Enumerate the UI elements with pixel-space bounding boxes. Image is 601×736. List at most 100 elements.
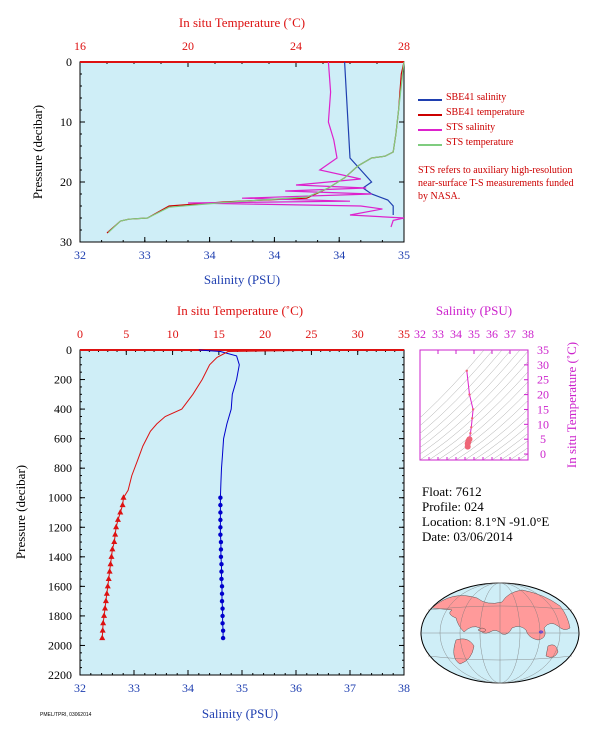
y2-axis-label: In situ Temperature (˚C) (564, 342, 579, 468)
density-contour (464, 408, 528, 460)
near-surface-chart: In situ Temperature (˚C) Salinity (PSU) … (30, 15, 410, 287)
x2-tick-label: 20 (259, 327, 271, 341)
x2-tick-label: 5 (123, 327, 129, 341)
y-axis-label: Pressure (decibar) (13, 465, 28, 559)
density-contour (420, 350, 521, 448)
salinity-point (218, 502, 223, 508)
temperature-point (106, 568, 113, 574)
salinity-point (219, 584, 225, 589)
x2-tick-label: 28 (398, 39, 410, 53)
axes: 32 33 34 35 36 37 38 0 5 10 15 20 25 30 35 0 200 400 600 80… (48, 327, 410, 695)
salinity-point (218, 532, 223, 537)
y-tick-label: 600 (54, 432, 72, 446)
density-contour (446, 390, 528, 460)
temperature-point (119, 501, 126, 508)
x2-axis-label: Salinity (PSU) (436, 303, 512, 318)
x-tick-label: 35 (398, 248, 410, 262)
x2-tick-label: 32 (414, 327, 426, 341)
x2-tick-label: 36 (486, 327, 498, 341)
temperature-point (105, 575, 112, 581)
ts-point (469, 432, 472, 435)
x2-tick-label: 35 (468, 327, 480, 341)
salinity-point (218, 510, 223, 515)
x2-axis-label: In situ Temperature (˚C) (177, 303, 303, 318)
legend-label: STS temperature (446, 137, 514, 148)
density-contour (491, 433, 528, 460)
series-sts-temperature (107, 61, 405, 233)
temperature-point (101, 605, 108, 611)
y-tick-label: 200 (54, 373, 72, 387)
salinity-point (220, 635, 226, 641)
legend-label: SBE41 temperature (446, 107, 525, 118)
map-graticule (421, 582, 579, 684)
ts-diagram: Salinity (PSU) In situ Temperature (˚C) … (414, 303, 579, 468)
y2-tick-label: 15 (537, 402, 549, 416)
y2-tick-label: 25 (537, 373, 549, 387)
x2-tick-label: 24 (290, 39, 302, 53)
density-contour (420, 361, 528, 460)
y2-tick-label: 5 (540, 432, 546, 446)
x-tick-label: 38 (398, 681, 410, 695)
x2-tick-label: 33 (432, 327, 444, 341)
legend-swatch (418, 129, 442, 131)
y-tick-label: 30 (60, 235, 72, 249)
x-tick-label: 37 (344, 681, 356, 695)
y-tick-label: 1200 (48, 520, 72, 534)
temperature-point (117, 509, 124, 515)
x-tick-label: 34 (182, 681, 194, 695)
density-contour (509, 447, 528, 460)
y2-tick-label: 0 (540, 447, 546, 461)
salinity-point (220, 621, 225, 626)
x-tick-label: 33 (128, 681, 140, 695)
series-group (106, 61, 405, 234)
plot-area (419, 349, 529, 461)
y-tick-label: 2000 (48, 638, 72, 652)
legend-swatch (418, 114, 442, 116)
temperature-point (101, 612, 108, 618)
legend-label: STS salinity (446, 122, 496, 133)
density-contours (420, 350, 528, 460)
temperature-point (109, 545, 116, 552)
x2-axis-label: In situ Temperature (˚C) (179, 15, 305, 30)
ts-point (470, 426, 473, 429)
y-axis-label: Pressure (decibar) (30, 105, 45, 199)
density-contour (420, 350, 494, 427)
salinity-point (218, 525, 223, 530)
temperature-point (103, 590, 110, 596)
salinity-point (218, 554, 224, 560)
salinity-point (219, 591, 225, 596)
density-contour (482, 425, 528, 460)
density-contour (455, 400, 528, 460)
y-tick-label: 2200 (48, 668, 72, 682)
series-temperature-line (101, 349, 340, 639)
x2-tick-label: 20 (182, 39, 194, 53)
temperature-point (111, 538, 118, 545)
x-tick-label: 34 (333, 248, 345, 262)
series-group (99, 349, 340, 641)
salinity-point (219, 569, 224, 574)
y2-tick-label: 20 (537, 388, 549, 402)
x-tick-label: 34 (204, 248, 216, 262)
world-map: * (420, 582, 580, 684)
x-tick-label: 36 (290, 681, 302, 695)
date: Date: 03/06/2014 (422, 529, 513, 544)
x-axis-label: Salinity (PSU) (204, 272, 280, 287)
series-group (464, 369, 475, 450)
x2-tick-label: 15 (213, 327, 225, 341)
ts-point (464, 443, 471, 450)
x-tick-label: 32 (74, 248, 86, 262)
salinity-point (219, 576, 224, 582)
x2-tick-label: 38 (522, 327, 534, 341)
temperature-point (104, 582, 111, 589)
legend-swatch (418, 99, 442, 101)
y-tick-label: 1400 (48, 550, 72, 564)
density-contour (420, 350, 503, 434)
temperature-point (100, 619, 107, 626)
salinity-point (220, 628, 226, 633)
float-position-marker: * (538, 628, 544, 640)
y-tick-label: 0 (66, 55, 72, 69)
x2-tick-label: 35 (398, 327, 410, 341)
density-contour (420, 350, 512, 442)
y-tick-label: 10 (60, 115, 72, 129)
